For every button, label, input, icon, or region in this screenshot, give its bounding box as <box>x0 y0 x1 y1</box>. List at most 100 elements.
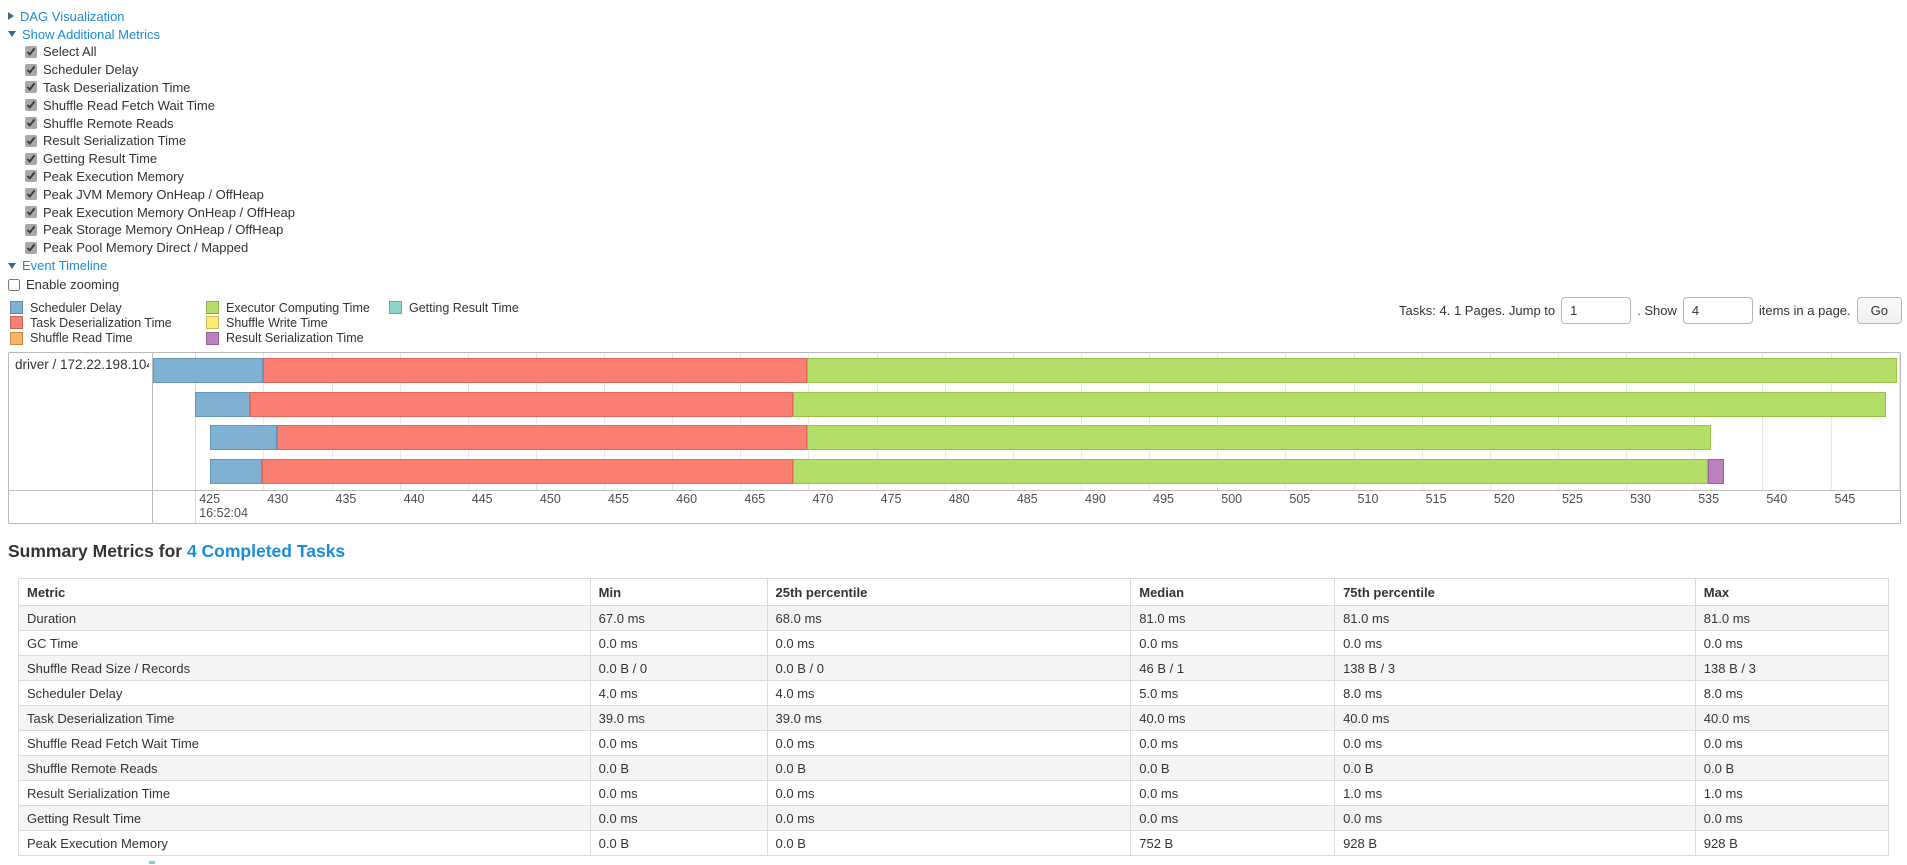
checkbox-peak-jvm-memory-onheap-offheap[interactable] <box>25 188 37 201</box>
dag-visualization-toggle[interactable]: DAG Visualization <box>8 7 295 25</box>
timeline-tick-label: 430 <box>267 492 289 506</box>
timeline-bar-task-3-task-deserialization-time[interactable] <box>262 458 794 484</box>
checkbox-peak-execution-memory[interactable] <box>25 170 37 183</box>
timeline-gridline <box>467 353 469 491</box>
metric-name-cell: Shuffle Read Fetch Wait Time <box>18 730 591 756</box>
table-header-row: Metric Min 25th percentile Median 75th perce… <box>18 578 1890 606</box>
pagination-suffix-text: items in a page. <box>1758 302 1851 318</box>
table-row: Task Deserialization Time 39.0 ms 39.0 ms 4… <box>18 705 1890 731</box>
metric-value-cell: 0.0 B <box>589 830 768 856</box>
timeline-bar-task-2-executor-computing-time[interactable] <box>807 425 1711 450</box>
checkbox-shuffle-remote-reads[interactable] <box>25 117 37 130</box>
timeline-bar-task-2-task-deserialization-time[interactable] <box>277 425 808 450</box>
metric-value-cell: 39.0 ms <box>589 705 768 731</box>
metric-value-cell: 0.0 B <box>766 755 1132 781</box>
timeline-gridline <box>399 353 401 491</box>
timeline-group-label: driver / 172.22.198.104 <box>15 357 149 372</box>
table-row: Duration 67.0 ms 68.0 ms 81.0 ms 81.0 ms 81.0… <box>18 605 1890 631</box>
timeline-bar-task-3-executor-computing-time[interactable] <box>793 458 1708 484</box>
stage-controls: DAG Visualization Show Additional Metric… <box>8 7 295 294</box>
column-header: Max <box>1694 578 1890 606</box>
checkbox-select-all[interactable] <box>25 45 37 58</box>
metric-option-select-all[interactable]: Select All <box>8 43 295 61</box>
event-timeline-chart[interactable]: driver / 172.22.198.104 425 16:52:04 430 43… <box>8 352 1901 524</box>
timeline-bar-task-1-executor-computing-time[interactable] <box>793 391 1887 417</box>
timeline-tick-label: 435 <box>335 492 357 506</box>
event-timeline-toggle[interactable]: Event Timeline <box>8 257 295 275</box>
timeline-tick-label: 540 <box>1766 492 1788 506</box>
metric-option-shuffle-read-fetch-wait-time[interactable]: Shuffle Read Fetch Wait Time <box>8 96 295 114</box>
timeline-bar-task-1-scheduler-delay[interactable] <box>195 391 250 417</box>
timeline-gridline <box>944 353 946 491</box>
timeline-bar-task-0-task-deserialization-time[interactable] <box>263 358 808 383</box>
additional-metrics-checkbox-list: Select All Scheduler Delay Task Deserializ… <box>8 43 295 257</box>
metric-name-cell: Scheduler Delay <box>18 680 591 706</box>
timeline-bar-task-3-result-serialization-time[interactable] <box>1707 458 1725 484</box>
expanded-arrow-icon <box>8 31 16 37</box>
timeline-tick-label: 490 <box>1085 492 1106 506</box>
timeline-axis: 425 16:52:04 430 435 440 445 450 455 460 465 470 47… <box>9 490 1900 523</box>
legend-swatch-getting-result-time <box>389 301 402 315</box>
timeline-gridline <box>672 353 674 491</box>
timeline-tick-label: 445 <box>471 492 493 506</box>
enable-zooming-option[interactable]: Enable zooming <box>8 276 295 294</box>
metric-value-cell: 0.0 ms <box>766 780 1132 806</box>
timeline-tick-label: 510 <box>1357 492 1379 506</box>
enable-zooming-checkbox[interactable] <box>8 278 20 291</box>
table-row: Result Serialization Time 0.0 ms 0.0 ms 0.0… <box>18 780 1890 806</box>
timeline-bar-task-2-scheduler-delay[interactable] <box>210 425 277 450</box>
pagination-between-text: . Show <box>1637 302 1677 318</box>
metric-option-getting-result-time[interactable]: Getting Result Time <box>8 150 295 168</box>
timeline-gridline <box>1217 353 1219 491</box>
legend-item-shuffle-write-time: Shuffle Write Time <box>206 315 389 330</box>
checkbox-task-deserialization-time[interactable] <box>25 81 37 94</box>
metric-option-label: Peak Pool Memory Direct / Mapped <box>43 240 249 256</box>
go-button[interactable]: Go <box>1856 296 1902 324</box>
checkbox-getting-result-time[interactable] <box>25 152 37 165</box>
metric-option-scheduler-delay[interactable]: Scheduler Delay <box>8 61 295 79</box>
timeline-bar-task-1-task-deserialization-time[interactable] <box>249 391 794 417</box>
metric-value-cell: 0.0 B <box>766 830 1132 856</box>
legend-item-shuffle-read-time: Shuffle Read Time <box>10 331 206 346</box>
legend-item-task-deserialization-time: Task Deserialization Time <box>10 315 206 330</box>
metric-value-cell: 0.0 ms <box>1694 730 1890 756</box>
metric-option-peak-execution-memory[interactable]: Peak Execution Memory <box>8 168 295 186</box>
checkbox-peak-pool-memory-direct-mapped[interactable] <box>25 241 37 254</box>
metric-option-peak-jvm-memory-onheap-offheap[interactable]: Peak JVM Memory OnHeap / OffHeap <box>8 185 295 203</box>
timeline-bar-task-0-executor-computing-time[interactable] <box>807 358 1898 383</box>
metric-value-cell: 40.0 ms <box>1334 705 1696 731</box>
event-timeline-link[interactable]: Event Timeline <box>22 258 108 274</box>
task-pagination: Tasks: 4. 1 Pages. Jump to . Show items … <box>1399 295 1902 325</box>
metric-value-cell: 928 B <box>1334 830 1696 856</box>
metric-option-peak-execution-memory-onheap-offheap[interactable]: Peak Execution Memory OnHeap / OffHeap <box>8 203 295 221</box>
show-additional-metrics-toggle[interactable]: Show Additional Metrics <box>8 25 295 43</box>
metric-name-cell: Getting Result Time <box>18 805 591 831</box>
collapsed-arrow-icon <box>8 12 14 20</box>
timeline-tick-label: 455 <box>608 492 629 506</box>
metric-option-peak-storage-memory-onheap-offheap[interactable]: Peak Storage Memory OnHeap / OffHeap <box>8 221 295 239</box>
timeline-bar-task-3-scheduler-delay[interactable] <box>210 458 262 484</box>
legend-swatch-task-deserialization-time <box>10 316 23 330</box>
checkbox-peak-execution-memory-onheap-offheap[interactable] <box>25 206 37 219</box>
metric-option-label: Peak Execution Memory <box>43 168 184 184</box>
checkbox-result-serialization-time[interactable] <box>25 134 37 147</box>
timeline-bar-task-0-scheduler-delay[interactable] <box>153 358 264 383</box>
metric-option-peak-pool-memory-direct-mapped[interactable]: Peak Pool Memory Direct / Mapped <box>8 239 295 257</box>
items-per-page-input[interactable] <box>1682 296 1753 324</box>
checkbox-shuffle-read-fetch-wait-time[interactable] <box>25 99 37 112</box>
legend-label: Shuffle Write Time <box>226 315 328 330</box>
show-additional-metrics-link[interactable]: Show Additional Metrics <box>22 26 161 42</box>
jump-to-page-input[interactable] <box>1561 296 1632 324</box>
metric-option-result-serialization-time[interactable]: Result Serialization Time <box>8 132 295 150</box>
timeline-gridline <box>876 353 878 491</box>
metric-value-cell: 67.0 ms <box>589 605 768 631</box>
checkbox-peak-storage-memory-onheap-offheap[interactable] <box>25 223 37 236</box>
metric-option-task-deserialization-time[interactable]: Task Deserialization Time <box>8 79 295 97</box>
metric-option-shuffle-remote-reads[interactable]: Shuffle Remote Reads <box>8 114 295 132</box>
metric-value-cell: 0.0 B <box>1694 755 1890 781</box>
dag-visualization-link[interactable]: DAG Visualization <box>20 8 125 24</box>
table-row: Scheduler Delay 4.0 ms 4.0 ms 5.0 ms 8.0 ms 8… <box>18 680 1890 706</box>
checkbox-scheduler-delay[interactable] <box>25 63 37 76</box>
timeline-gridline <box>263 353 265 491</box>
completed-tasks-link[interactable]: 4 Completed Tasks <box>186 541 346 561</box>
